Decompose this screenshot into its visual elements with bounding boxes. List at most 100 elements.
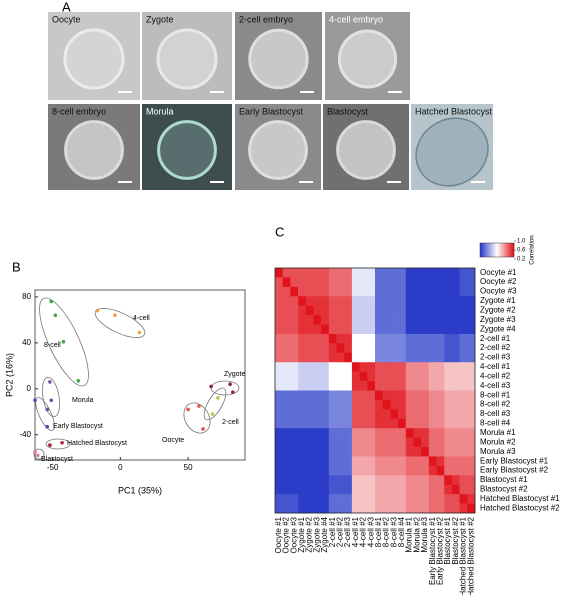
heatmap-cell: [328, 296, 337, 306]
heatmap-cell: [451, 343, 460, 354]
heatmap-cell: [398, 324, 407, 335]
heatmap-cell: [336, 475, 345, 486]
heatmap-cell: [467, 296, 476, 306]
heatmap-cell: [290, 381, 299, 391]
heatmap-cell: [290, 343, 299, 354]
row-label: Oocyte #3: [480, 287, 517, 296]
row-label: 8-cell #3: [480, 409, 511, 418]
heatmap-cell: [298, 503, 307, 514]
heatmap-cell: [351, 324, 360, 335]
heatmap-cell: [467, 362, 476, 372]
scatter-point: [113, 313, 117, 318]
heatmap-cell: [459, 494, 468, 504]
heatmap-cell: [344, 494, 353, 504]
heatmap-cell: [405, 428, 414, 438]
heatmap-cell: [275, 352, 283, 363]
heatmap-cell: [275, 456, 283, 467]
heatmap-cell: [428, 315, 437, 325]
heatmap-cell: [305, 362, 314, 372]
heatmap-cell: [421, 286, 430, 297]
heatmap-cell: [359, 352, 368, 363]
heatmap-cell: [367, 465, 376, 476]
heatmap-cell: [428, 399, 437, 410]
heatmap-cell: [436, 409, 445, 420]
heatmap-cell: [313, 456, 322, 467]
heatmap-cell: [290, 494, 299, 504]
heatmap-cell: [275, 305, 283, 316]
heatmap-cell: [390, 437, 399, 448]
heatmap-cell: [290, 371, 299, 382]
colorbar-tick-label: 1.0: [517, 239, 526, 245]
heatmap-cell: [436, 305, 445, 316]
heatmap-cell: [336, 484, 345, 495]
heatmap-cell: [290, 456, 299, 467]
heatmap-cell: [344, 305, 353, 316]
heatmap-cell: [282, 456, 291, 467]
heatmap-cell: [290, 447, 299, 457]
heatmap-cell: [413, 324, 422, 335]
heatmap-cell: [444, 362, 453, 372]
heatmap-cell: [459, 447, 468, 457]
heatmap-cell: [451, 381, 460, 391]
heatmap-cell: [398, 305, 407, 316]
heatmap-cell: [351, 465, 360, 476]
scatter-point: [201, 427, 205, 431]
column-label: Hatched Blastocyst #2: [466, 516, 475, 595]
heatmap-cell: [282, 268, 291, 278]
heatmap-cell: [444, 409, 453, 420]
heatmap-cell: [413, 268, 422, 278]
heatmap-cell: [444, 371, 453, 382]
heatmap-cell: [398, 465, 407, 476]
row-label: Blastocyst #1: [480, 475, 528, 484]
row-label: Early Blastocyst #1: [480, 456, 549, 465]
heatmap-cell: [336, 428, 345, 438]
heatmap-cell: [359, 333, 368, 344]
heatmap-cell: [459, 352, 468, 363]
heatmap-cell: [336, 324, 345, 335]
cluster-ellipses: [33, 297, 240, 460]
heatmap-cell: [290, 484, 299, 495]
heatmap-cell: [390, 286, 399, 297]
heatmap-cell: [467, 418, 476, 429]
heatmap-cell: [405, 352, 414, 363]
heatmap-cell: [336, 503, 345, 514]
heatmap-cell: [344, 268, 353, 278]
heatmap-cell: [321, 437, 330, 448]
heatmap-cell: [375, 315, 383, 325]
heatmap-cell: [321, 447, 330, 457]
heatmap-cell: [313, 428, 322, 438]
heatmap-cell: [451, 296, 460, 306]
heatmap-cell: [405, 305, 414, 316]
heatmap-cell: [467, 277, 476, 288]
heatmap-cell: [282, 399, 291, 410]
heatmap-cell: [367, 305, 376, 316]
heatmap-cell: [305, 399, 314, 410]
heatmap-cell: [290, 296, 299, 306]
heatmap-cell: [344, 418, 353, 429]
heatmap-cell: [321, 390, 330, 401]
heatmap-cell: [459, 418, 468, 429]
heatmap-cell: [421, 352, 430, 363]
heatmap-cell: [421, 475, 430, 486]
heatmap-cell: [275, 484, 283, 495]
colorbar-tick-label: 0.2: [517, 257, 526, 263]
x-tick-label: 0: [118, 463, 123, 472]
colorbar-segment: [482, 243, 484, 257]
heatmap-cell: [344, 465, 353, 476]
heatmap-cell: [298, 352, 307, 363]
heatmap-cell: [444, 418, 453, 429]
heatmap-cell: [467, 484, 476, 495]
heatmap-cell: [467, 381, 476, 391]
heatmap-cell: [451, 456, 460, 467]
row-label: 4-cell #1: [480, 362, 511, 371]
heatmap-cell: [359, 268, 368, 278]
heatmap-cell: [328, 352, 337, 363]
row-label: Hatched Blastocyst #2: [480, 503, 560, 512]
row-label: Oocyte #1: [480, 268, 517, 277]
heatmap-cell: [351, 305, 360, 316]
heatmap-cell: [298, 362, 307, 372]
heatmap-cell: [313, 268, 322, 278]
heatmap-cell: [344, 390, 353, 401]
heatmap-cell: [367, 381, 376, 391]
